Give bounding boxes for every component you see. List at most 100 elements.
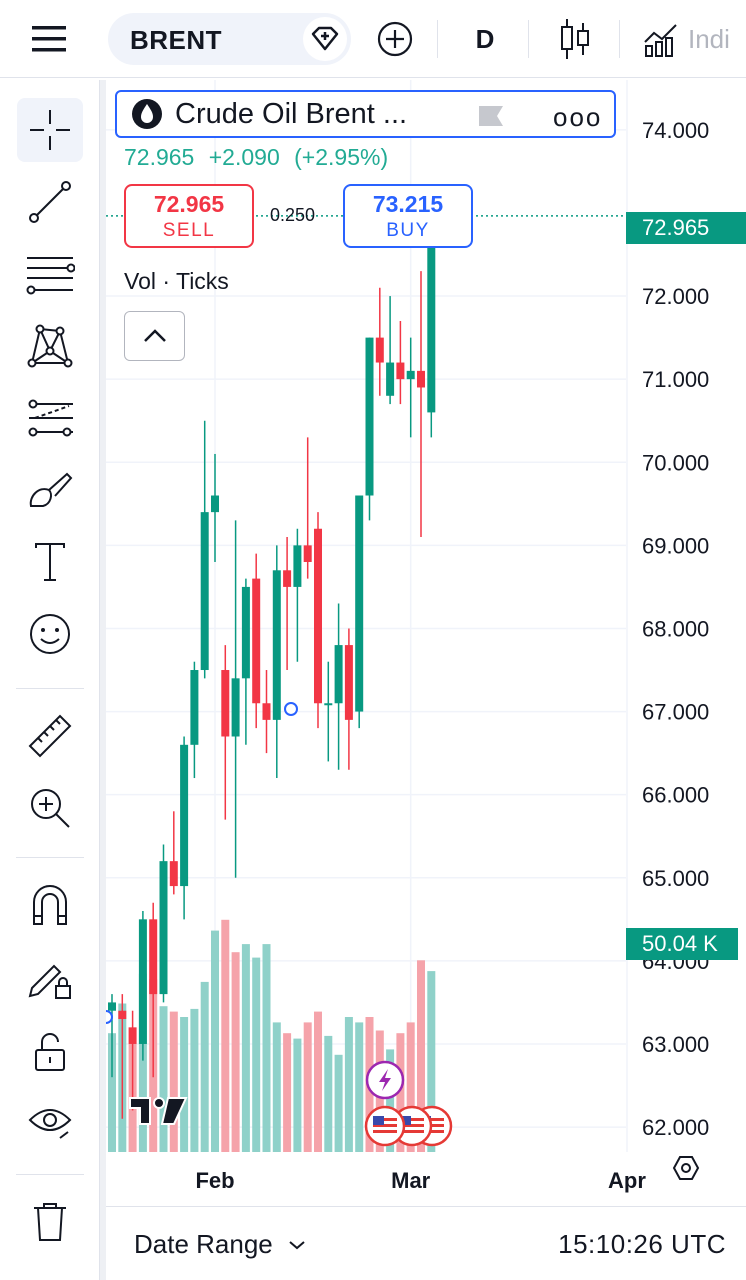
flag-stripe	[400, 1130, 424, 1133]
us-flag-event-icon	[364, 1105, 406, 1147]
plus-circle-icon	[377, 21, 413, 57]
candle-body	[128, 1027, 137, 1044]
volume-bar	[406, 1022, 415, 1152]
candle-body	[252, 578, 261, 704]
volume-bar	[252, 957, 261, 1152]
candle-body	[108, 1002, 116, 1011]
candle-body	[427, 215, 436, 413]
candle-body	[149, 919, 158, 995]
flag-icon[interactable]	[477, 104, 505, 128]
diamond-icon[interactable]	[303, 17, 347, 61]
remove-drawings-tool[interactable]	[17, 1190, 83, 1254]
spread-value: 0.250	[270, 205, 316, 225]
flag-stripe	[400, 1124, 424, 1127]
volume-bar	[138, 973, 147, 1152]
emoji-tool[interactable]	[17, 602, 83, 666]
candle-body	[262, 703, 271, 720]
interval-button[interactable]: D	[475, 23, 495, 54]
date-range-button[interactable]: Date Range	[134, 1229, 307, 1260]
volume-bar	[427, 971, 436, 1152]
candle-body	[272, 570, 281, 720]
symbol-legend[interactable]: Crude Oil Brent ... ooo	[115, 90, 616, 138]
indicators-button[interactable]: Indi	[642, 14, 746, 64]
price-chart[interactable]: 74.000 72.000 71.000 70.000 69.000 68.000 67.0…	[106, 80, 746, 1206]
flag-canton	[400, 1116, 411, 1125]
toolbar-separator	[16, 688, 84, 689]
toolbar-separator	[16, 1174, 84, 1175]
pattern-tool[interactable]	[17, 314, 83, 378]
candle-body	[138, 919, 147, 1044]
volume-bar	[396, 1033, 405, 1152]
measure-tool[interactable]	[17, 704, 83, 768]
sell-price: 72.965	[153, 191, 225, 217]
chevron-down-icon	[289, 1240, 305, 1249]
sell-label: SELL	[162, 220, 216, 241]
forecast-icon	[28, 399, 73, 437]
collapse-legend-button[interactable]	[124, 311, 185, 361]
fib-levels-icon	[26, 257, 75, 295]
fib-retracement-tool[interactable]	[17, 242, 83, 306]
volume-bar	[231, 952, 240, 1152]
volume-bar	[262, 944, 271, 1152]
candle-body	[190, 670, 199, 745]
lock-drawing-tool[interactable]	[17, 946, 83, 1010]
candle-body	[334, 645, 343, 704]
volume-bar	[355, 1022, 364, 1152]
toolbar-divider	[619, 20, 620, 58]
candle-body	[241, 586, 250, 679]
candle-body	[169, 861, 178, 887]
utc-clock[interactable]: 15:10:26 UTC	[558, 1229, 726, 1259]
lock-all-tool[interactable]	[17, 1020, 83, 1084]
forecast-tool[interactable]	[17, 386, 83, 450]
candle-body	[118, 1010, 127, 1020]
alert-marker	[106, 1010, 113, 1024]
flag-stripe	[420, 1130, 444, 1133]
indicators-icon	[644, 24, 677, 57]
menu-button[interactable]	[18, 14, 82, 64]
price-tick-label: 72.000	[642, 284, 709, 309]
hide-drawings-tool[interactable]	[17, 1090, 83, 1154]
zoom-in-icon	[31, 789, 70, 828]
volume-bar	[190, 1008, 199, 1152]
volume-bar	[334, 1054, 343, 1152]
legend-price-row: 72.965 +2.090 (+2.95%)	[124, 144, 396, 171]
chart-type-button[interactable]	[550, 14, 600, 64]
compare-add-button[interactable]	[372, 16, 418, 62]
candle-body	[231, 678, 240, 737]
candle-body	[344, 645, 353, 720]
magnet-tool[interactable]	[17, 874, 83, 938]
candle-body	[200, 512, 209, 671]
crosshair-tool[interactable]	[17, 98, 83, 162]
time-tick-label: Feb	[195, 1168, 234, 1193]
candle-body	[324, 703, 333, 706]
price-tick-label: 71.000	[642, 367, 709, 392]
zoom-tool[interactable]	[17, 776, 83, 840]
volume-bar	[159, 1006, 168, 1152]
buy-price: 73.215	[372, 191, 444, 217]
text-tool[interactable]	[17, 530, 83, 594]
sell-button[interactable]: 72.965 SELL	[124, 184, 254, 248]
symbol-search-button[interactable]: BRENT	[108, 13, 351, 65]
smiley-icon	[30, 614, 70, 654]
volume-bar	[108, 1033, 116, 1152]
more-options-icon[interactable]: ooo	[553, 102, 603, 132]
flag-stripe	[373, 1124, 397, 1127]
volume-bar	[386, 1049, 395, 1152]
magnet-icon	[33, 885, 67, 925]
indicators-label: Indi	[688, 23, 730, 54]
brush-tool[interactable]	[17, 458, 83, 522]
volume-bar	[272, 1022, 281, 1152]
candle-body	[365, 337, 374, 496]
flag-canton	[373, 1116, 384, 1125]
trend-line-tool[interactable]	[17, 170, 83, 234]
ruler-icon	[28, 714, 72, 758]
price-tick-label: 68.000	[642, 616, 709, 641]
hamburger-icon	[32, 26, 66, 52]
candle-body	[283, 570, 292, 587]
candles-icon	[561, 19, 589, 59]
trash-icon	[34, 1203, 66, 1241]
buy-button[interactable]: 73.215 BUY	[343, 184, 473, 248]
volume-bar	[283, 1033, 292, 1152]
legend-title: Crude Oil Brent ...	[175, 97, 408, 130]
hexagon-center	[681, 1163, 691, 1173]
